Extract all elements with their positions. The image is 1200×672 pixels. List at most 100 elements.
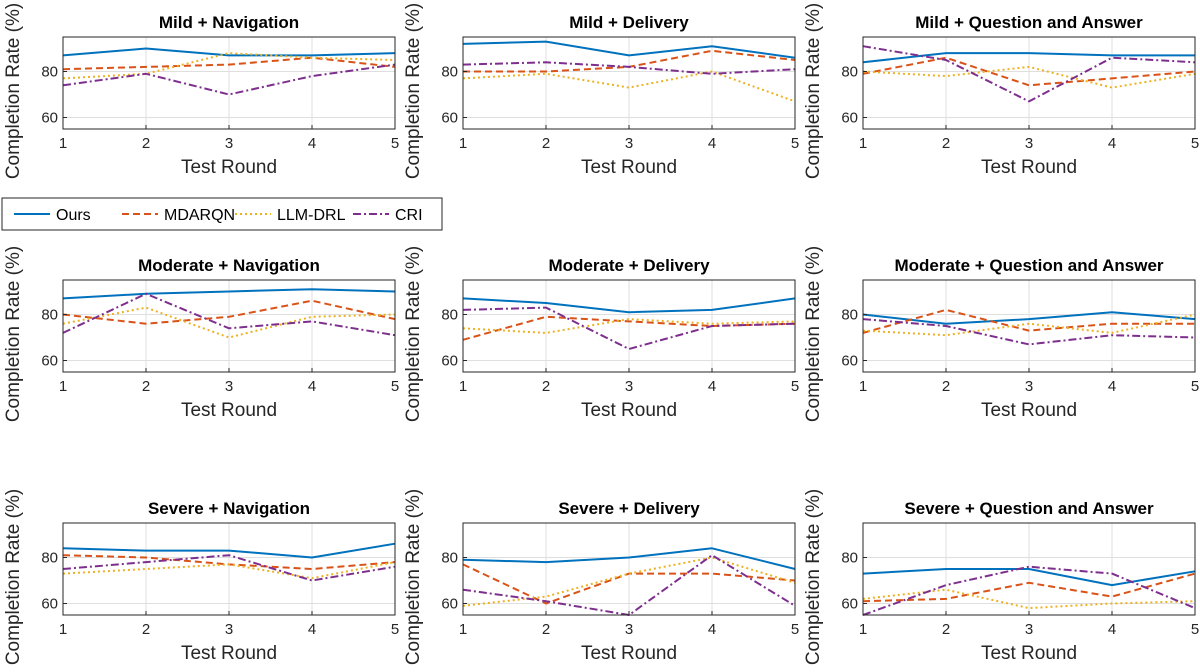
series-line-cri bbox=[862, 45, 1196, 103]
x-tick-label: 4 bbox=[1108, 135, 1116, 152]
series-line-ours bbox=[862, 311, 1196, 325]
y-tick-label: 80 bbox=[41, 307, 58, 324]
x-tick-label: 1 bbox=[459, 621, 467, 638]
y-tick-label: 60 bbox=[441, 110, 458, 127]
x-tick-label: 4 bbox=[1108, 378, 1116, 395]
y-axis-label: Completion Rate (%) bbox=[803, 3, 824, 179]
x-tick-label: 5 bbox=[1191, 135, 1199, 152]
x-tick-label: 3 bbox=[625, 135, 633, 152]
x-tick-label: 2 bbox=[542, 135, 550, 152]
series-line-ours bbox=[462, 40, 796, 59]
panel-title: Severe + Question and Answer bbox=[904, 499, 1154, 518]
series-line-mdarqn bbox=[62, 299, 396, 325]
series-line-llm-drl bbox=[62, 52, 396, 80]
panel-title: Severe + Navigation bbox=[148, 499, 310, 518]
panel-1: 1 2 3 4 5 60 80 Mild + Delivery Test Round Comple… bbox=[403, 3, 799, 179]
series-line-mdarqn bbox=[462, 563, 796, 605]
x-tick-label: 2 bbox=[142, 135, 150, 152]
y-tick-label: 80 bbox=[41, 550, 58, 567]
panel-3: 1 2 3 4 5 60 80 Moderate + Navigation Test Round… bbox=[3, 246, 399, 422]
x-axis-label: Test Round bbox=[181, 157, 277, 178]
series-line-llm-drl bbox=[62, 306, 396, 339]
x-tick-label: 2 bbox=[542, 621, 550, 638]
x-tick-label: 3 bbox=[225, 135, 233, 152]
series-line-ours bbox=[62, 47, 396, 57]
series-line-cri bbox=[62, 292, 396, 337]
x-tick-label: 3 bbox=[1025, 378, 1033, 395]
x-tick-label: 4 bbox=[308, 378, 316, 395]
series-line-cri bbox=[462, 61, 796, 75]
y-tick-label: 80 bbox=[441, 550, 458, 567]
x-axis-label: Test Round bbox=[981, 157, 1077, 178]
x-tick-label: 3 bbox=[225, 378, 233, 395]
x-axis-label: Test Round bbox=[981, 400, 1077, 421]
x-tick-label: 5 bbox=[391, 135, 399, 152]
y-tick-label: 80 bbox=[441, 307, 458, 324]
y-tick-label: 60 bbox=[441, 596, 458, 613]
panel-title: Mild + Navigation bbox=[159, 13, 299, 32]
panel-title: Mild + Delivery bbox=[569, 13, 689, 32]
y-axis-label: Completion Rate (%) bbox=[403, 246, 424, 422]
series-line-llm-drl bbox=[462, 318, 796, 334]
panel-title: Moderate + Question and Answer bbox=[894, 256, 1163, 275]
x-tick-label: 2 bbox=[142, 621, 150, 638]
y-tick-label: 80 bbox=[41, 64, 58, 81]
x-tick-label: 4 bbox=[308, 135, 316, 152]
x-axis-label: Test Round bbox=[181, 400, 277, 421]
x-tick-label: 1 bbox=[459, 135, 467, 152]
x-axis-label: Test Round bbox=[981, 643, 1077, 664]
panel-title: Moderate + Delivery bbox=[548, 256, 710, 275]
x-axis-label: Test Round bbox=[581, 157, 677, 178]
y-axis-label: Completion Rate (%) bbox=[403, 3, 424, 179]
panel-title: Moderate + Navigation bbox=[138, 256, 320, 275]
y-axis-label: Completion Rate (%) bbox=[403, 489, 424, 665]
series-line-llm-drl bbox=[862, 588, 1196, 610]
x-tick-label: 2 bbox=[942, 135, 950, 152]
x-tick-label: 4 bbox=[308, 621, 316, 638]
series-line-cri bbox=[62, 63, 396, 96]
x-tick-label: 3 bbox=[1025, 135, 1033, 152]
series-line-mdarqn bbox=[862, 572, 1196, 603]
y-axis-label: Completion Rate (%) bbox=[803, 489, 824, 665]
series-line-llm-drl bbox=[862, 313, 1196, 337]
y-tick-label: 60 bbox=[841, 353, 858, 370]
y-axis-label: Completion Rate (%) bbox=[3, 3, 24, 179]
y-tick-label: 60 bbox=[841, 110, 858, 127]
y-tick-label: 80 bbox=[841, 64, 858, 81]
legend: Ours MDARQN LLM-DRL CRI bbox=[1, 197, 443, 231]
x-tick-label: 3 bbox=[625, 378, 633, 395]
series-line-mdarqn bbox=[862, 308, 1195, 334]
series-line-cri bbox=[462, 306, 796, 350]
x-tick-label: 5 bbox=[791, 621, 799, 638]
x-axis-label: Test Round bbox=[581, 643, 677, 664]
x-tick-label: 3 bbox=[225, 621, 233, 638]
series-line-ours bbox=[462, 297, 796, 314]
y-tick-label: 60 bbox=[41, 110, 58, 127]
x-tick-label: 3 bbox=[625, 621, 633, 638]
legend-label-llm-drl: LLM-DRL bbox=[277, 207, 346, 224]
x-tick-label: 1 bbox=[859, 378, 867, 395]
series-line-cri bbox=[62, 554, 396, 582]
y-tick-label: 80 bbox=[841, 550, 858, 567]
x-tick-label: 5 bbox=[791, 135, 799, 152]
x-tick-label: 2 bbox=[942, 378, 950, 395]
legend-label-ours: Ours bbox=[56, 207, 91, 224]
x-tick-label: 2 bbox=[142, 378, 150, 395]
x-tick-label: 1 bbox=[59, 135, 67, 152]
x-tick-label: 5 bbox=[1191, 378, 1199, 395]
x-tick-label: 1 bbox=[859, 621, 867, 638]
panel-0: 1 2 3 4 5 60 80 Mild + Navigation Test Round Comp… bbox=[3, 3, 399, 179]
x-tick-label: 4 bbox=[708, 378, 716, 395]
y-tick-label: 60 bbox=[41, 596, 58, 613]
y-tick-label: 80 bbox=[841, 307, 858, 324]
series-line-mdarqn bbox=[62, 56, 396, 71]
legend-label-mdarqn: MDARQN bbox=[164, 207, 235, 224]
x-tick-label: 1 bbox=[859, 135, 867, 152]
x-tick-label: 5 bbox=[391, 378, 399, 395]
x-tick-label: 4 bbox=[1108, 621, 1116, 638]
panel-title: Mild + Question and Answer bbox=[915, 13, 1143, 32]
series-line-ours bbox=[862, 52, 1195, 64]
panel-8: 1 2 3 4 5 60 80 Severe + Question and Answer Tes… bbox=[803, 489, 1199, 665]
series-line-llm-drl bbox=[62, 561, 396, 580]
